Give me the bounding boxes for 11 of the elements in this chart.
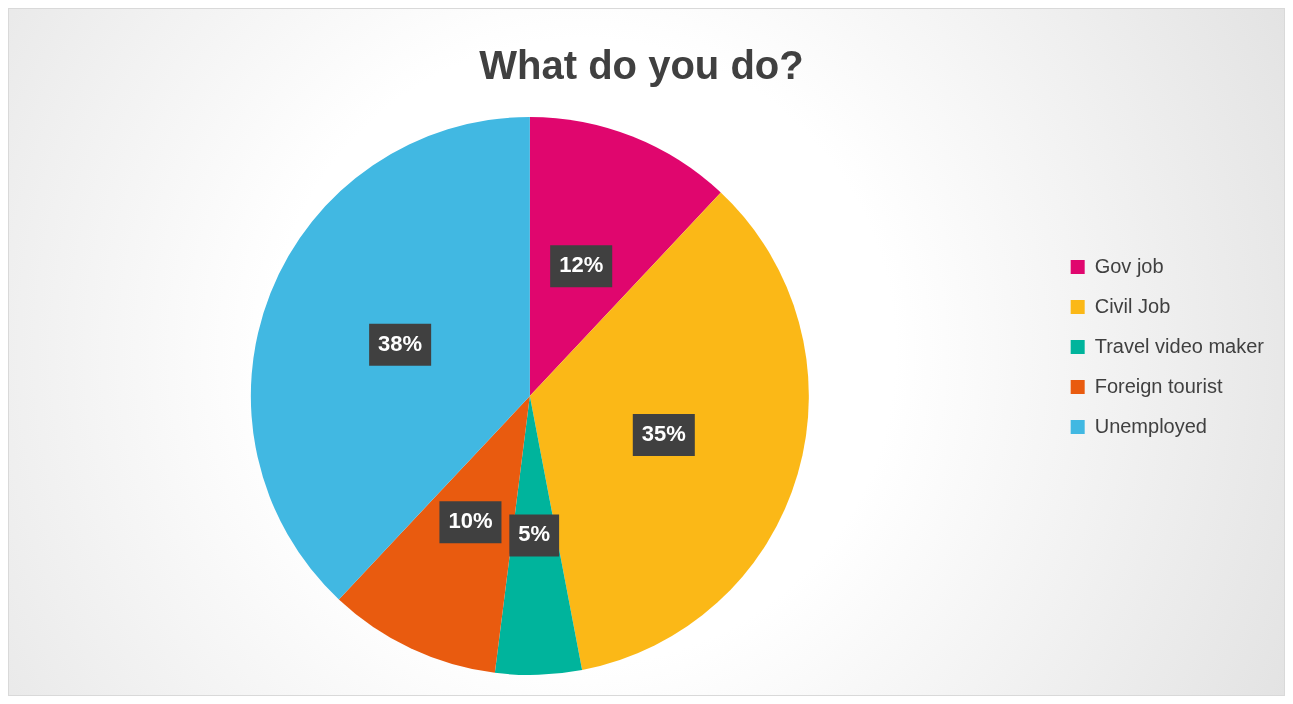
legend-label: Foreign tourist (1094, 374, 1223, 397)
legend-label: Unemployed (1094, 414, 1207, 437)
data-label: 12% (559, 252, 604, 278)
data-label: 10% (448, 508, 493, 534)
data-label: 5% (518, 521, 551, 547)
data-label: 35% (641, 420, 686, 446)
legend-label: Gov job (1094, 254, 1164, 277)
chart-title: What do you do? (479, 43, 804, 88)
legend-label: Travel video maker (1094, 334, 1265, 357)
legend-label: Civil Job (1094, 294, 1171, 317)
data-label: 38% (378, 330, 423, 356)
